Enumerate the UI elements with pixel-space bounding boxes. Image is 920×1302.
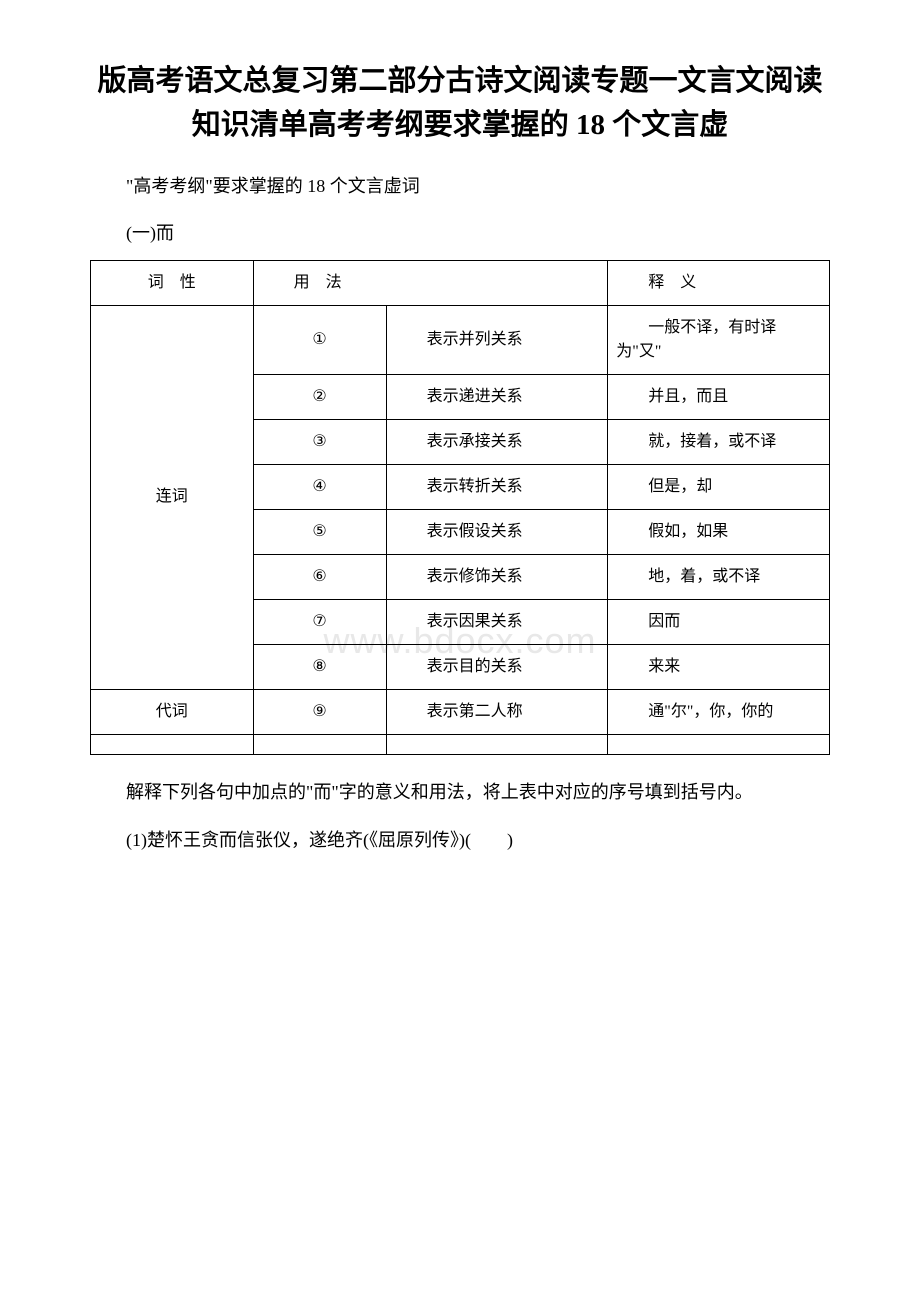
cell-number: ① — [253, 305, 386, 374]
cell-empty — [91, 734, 254, 754]
table-row: 代词⑨表示第二人称通"尔"，你，你的 — [91, 689, 830, 734]
cell-meaning: 通"尔"，你，你的 — [608, 689, 830, 734]
table-row-empty — [91, 734, 830, 754]
cell-empty — [386, 734, 608, 754]
cell-usage: 表示承接关系 — [386, 419, 608, 464]
header-usage: 用 法 — [253, 260, 608, 305]
header-meaning: 释 义 — [608, 260, 830, 305]
cell-number: ⑥ — [253, 554, 386, 599]
cell-usage: 表示转折关系 — [386, 464, 608, 509]
cell-meaning: 就，接着，或不译 — [608, 419, 830, 464]
intro-text: "高考考纲"要求掌握的 18 个文言虚词 — [90, 172, 830, 201]
cell-empty — [253, 734, 386, 754]
cell-usage: 表示目的关系 — [386, 644, 608, 689]
cell-usage: 表示递进关系 — [386, 374, 608, 419]
cell-meaning: 因而 — [608, 599, 830, 644]
cell-meaning: 地，着，或不译 — [608, 554, 830, 599]
cell-pos: 代词 — [91, 689, 254, 734]
cell-usage: 表示因果关系 — [386, 599, 608, 644]
cell-pos: 连词 — [91, 305, 254, 689]
cell-number: ⑤ — [253, 509, 386, 554]
cell-usage: 表示假设关系 — [386, 509, 608, 554]
header-pos: 词 性 — [91, 260, 254, 305]
cell-empty — [608, 734, 830, 754]
cell-meaning: 但是，却 — [608, 464, 830, 509]
cell-meaning: 假如，如果 — [608, 509, 830, 554]
cell-number: ③ — [253, 419, 386, 464]
cell-number: ⑧ — [253, 644, 386, 689]
cell-usage: 表示并列关系 — [386, 305, 608, 374]
cell-usage: 表示修饰关系 — [386, 554, 608, 599]
cell-number: ④ — [253, 464, 386, 509]
table-row: 连词①表示并列关系一般不译，有时译为"又" — [91, 305, 830, 374]
example-text: (1)楚怀王贪而信张仪，遂绝齐(《屈原列传》)( ) — [90, 825, 830, 856]
cell-meaning: 一般不译，有时译为"又" — [608, 305, 830, 374]
cell-meaning: 来来 — [608, 644, 830, 689]
instruction-text: 解释下列各句中加点的"而"字的意义和用法，将上表中对应的序号填到括号内。 — [90, 777, 830, 808]
cell-number: ⑦ — [253, 599, 386, 644]
cell-number: ⑨ — [253, 689, 386, 734]
grammar-table: 词 性 用 法 释 义 连词①表示并列关系一般不译，有时译为"又"②表示递进关系… — [90, 260, 830, 755]
table-header-row: 词 性 用 法 释 义 — [91, 260, 830, 305]
section-label: (一)而 — [90, 219, 830, 248]
cell-meaning: 并且，而且 — [608, 374, 830, 419]
page-title: 版高考语文总复习第二部分古诗文阅读专题一文言文阅读知识清单高考考纲要求掌握的 1… — [90, 60, 830, 147]
cell-usage: 表示第二人称 — [386, 689, 608, 734]
cell-number: ② — [253, 374, 386, 419]
